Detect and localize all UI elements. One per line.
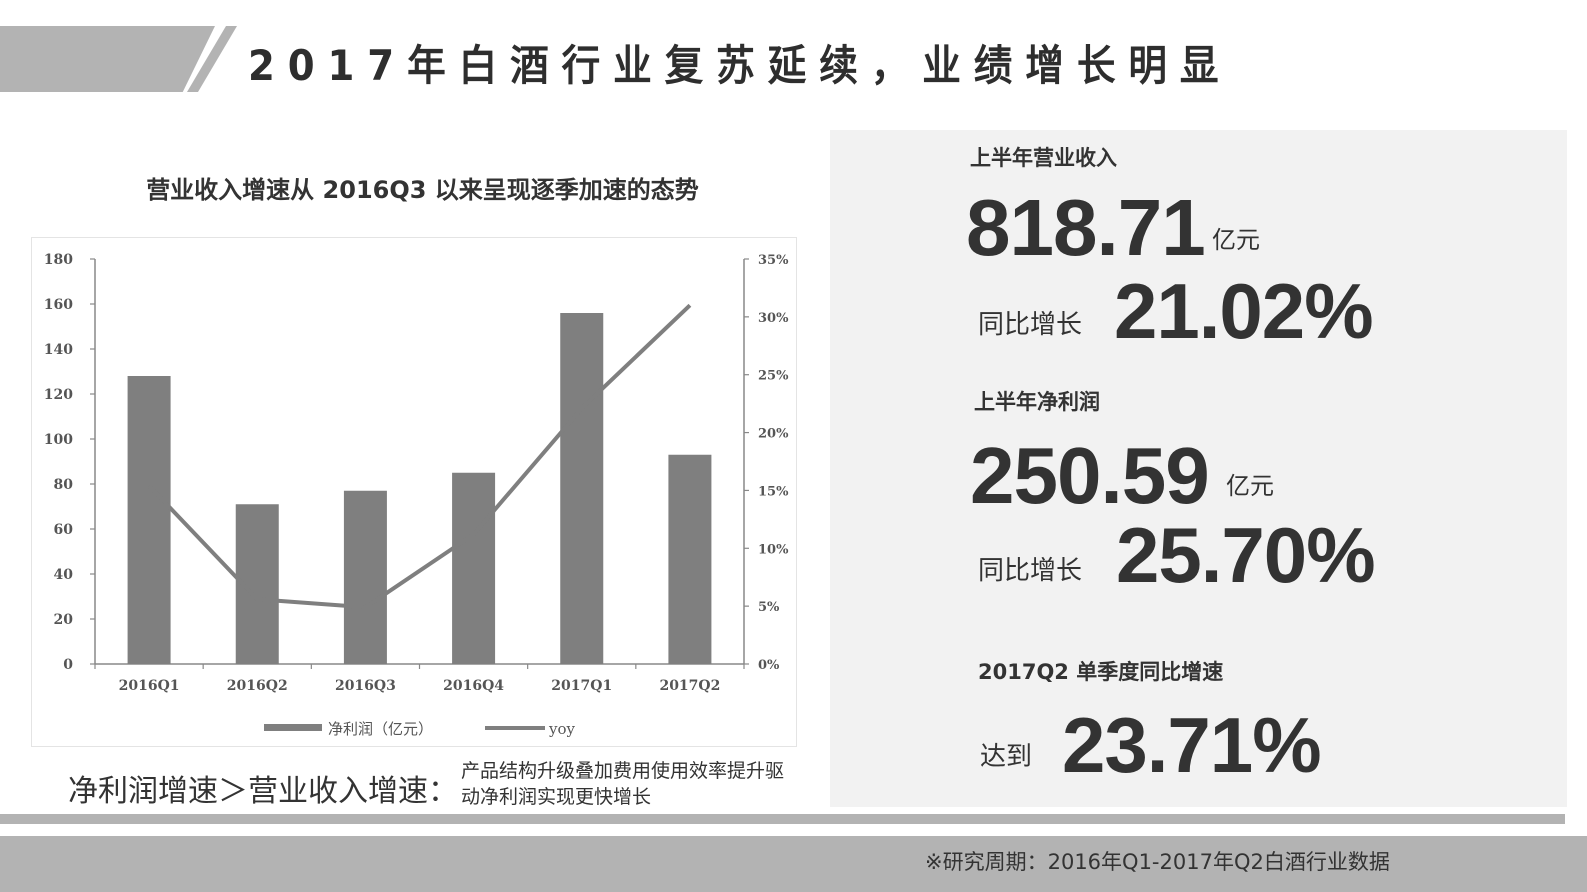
profit-growth-prefix: 同比增长 bbox=[978, 556, 1083, 586]
revenue-label: 上半年营业收入 bbox=[970, 146, 1117, 170]
footer-band bbox=[0, 836, 1587, 892]
legend-line-label: yoy bbox=[548, 720, 576, 738]
revenue-growth-value: 21.02% bbox=[1114, 267, 1374, 355]
yoy-line bbox=[147, 303, 692, 610]
left-axis-tick-label: 120 bbox=[44, 387, 73, 403]
revenue-value: 818.71 bbox=[966, 183, 1206, 272]
left-axis-tick-label: 80 bbox=[54, 477, 74, 493]
right-axis-tick-label: 25% bbox=[758, 369, 789, 384]
x-axis-tick-label: 2016Q3 bbox=[335, 678, 396, 694]
right-axis-tick-label: 15% bbox=[758, 484, 789, 499]
right-axis-tick-label: 0% bbox=[758, 658, 780, 673]
right-axis-tick-label: 30% bbox=[758, 311, 789, 326]
bar-net-profit bbox=[452, 472, 496, 664]
x-axis-tick-label: 2016Q1 bbox=[119, 678, 180, 694]
quarter-label: 2017Q2 单季度同比增速 bbox=[978, 660, 1224, 684]
profit-unit: 亿元 bbox=[1226, 472, 1274, 500]
revenue-growth-prefix: 同比增长 bbox=[978, 310, 1083, 340]
quarter-prefix: 达到 bbox=[980, 742, 1033, 772]
note-headline: 净利润增速＞营业收入增速： bbox=[68, 774, 458, 809]
right-axis-tick-label: 5% bbox=[758, 600, 780, 615]
right-axis-tick-label: 10% bbox=[758, 542, 789, 557]
left-axis-tick-label: 140 bbox=[44, 342, 73, 358]
left-axis-tick-label: 40 bbox=[54, 567, 74, 583]
legend-bar-swatch bbox=[264, 724, 322, 731]
x-axis-tick-label: 2016Q4 bbox=[443, 678, 504, 694]
chart-canvas: 0 20 40 60 80 100 120 140 160 180 0% 5% 10% 15% 20% 25%… bbox=[44, 252, 789, 738]
right-axis-tick-label: 20% bbox=[758, 427, 789, 442]
bar-net-profit bbox=[560, 313, 604, 664]
left-axis-tick-label: 20 bbox=[54, 612, 74, 628]
left-axis-tick-label: 100 bbox=[44, 432, 73, 448]
profit-label: 上半年净利润 bbox=[974, 390, 1100, 414]
combo-chart: 0 20 40 60 80 100 120 140 160 180 0% 5% 10% 15% 20% 25%… bbox=[31, 237, 797, 747]
page-title: 2017年白酒行业复苏延续，业绩增长明显 bbox=[248, 41, 1232, 90]
quarter-growth-value: 23.71% bbox=[1062, 701, 1322, 789]
left-axis-tick-label: 180 bbox=[44, 252, 73, 268]
right-axis-tick-label: 35% bbox=[758, 253, 789, 268]
header-band bbox=[0, 26, 215, 92]
bar-net-profit bbox=[668, 454, 712, 664]
legend-bar-label: 净利润（亿元） bbox=[328, 720, 433, 738]
left-axis-tick-label: 0 bbox=[63, 657, 73, 673]
footer-source-note: ※研究周期：2016年Q1-2017年Q2白酒行业数据 bbox=[925, 850, 1390, 874]
x-axis-tick-label: 2017Q2 bbox=[659, 678, 720, 694]
chart-title: 营业收入增速从 2016Q3 以来呈现逐季加速的态势 bbox=[146, 176, 699, 204]
note-detail: 产品结构升级叠加费用使用效率提升驱动净利润实现更快增长 bbox=[461, 760, 785, 808]
revenue-unit: 亿元 bbox=[1212, 226, 1260, 254]
key-stats-panel: 上半年营业收入 818.71 亿元 同比增长 21.02% 上半年净利润 250… bbox=[830, 130, 1567, 807]
left-axis-tick-label: 60 bbox=[54, 522, 74, 538]
x-axis-tick-label: 2017Q1 bbox=[551, 678, 612, 694]
left-axis-tick-label: 160 bbox=[44, 297, 73, 313]
bar-net-profit bbox=[127, 376, 171, 664]
profit-value: 250.59 bbox=[970, 431, 1210, 520]
footer-divider bbox=[0, 814, 1565, 824]
x-axis-tick-label: 2016Q2 bbox=[227, 678, 288, 694]
bar-net-profit bbox=[343, 490, 387, 664]
profit-growth-value: 25.70% bbox=[1116, 511, 1376, 599]
